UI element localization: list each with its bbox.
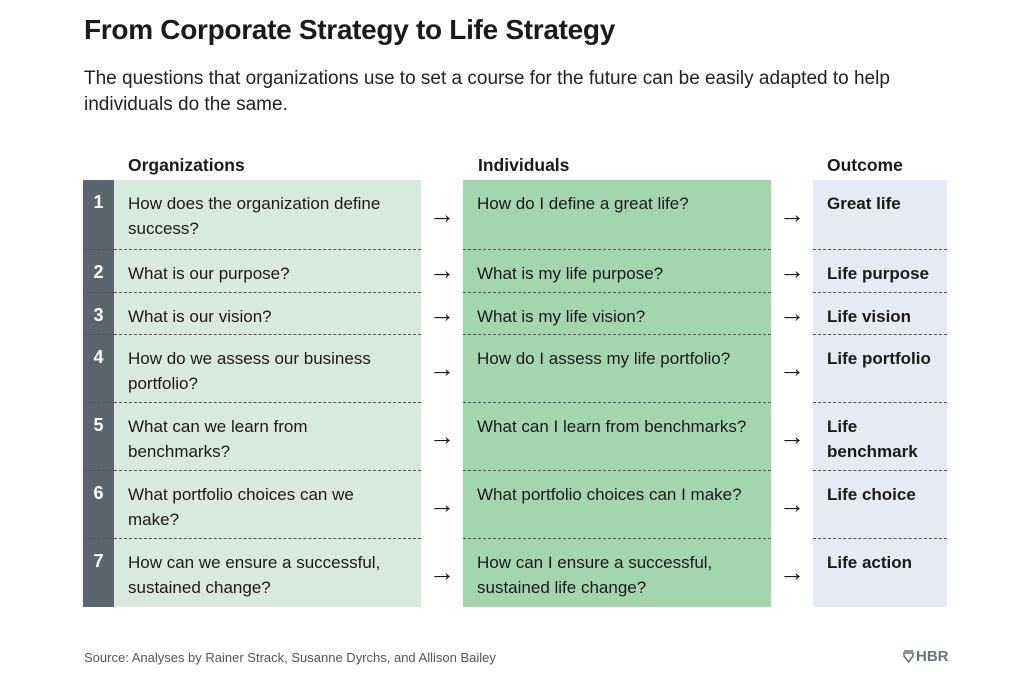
row-number: 5 — [83, 402, 114, 470]
source-note: Source: Analyses by Rainer Strack, Susan… — [84, 650, 496, 665]
arrow-icon: → — [429, 297, 455, 328]
individual-question: How do I define a great life? — [463, 180, 771, 249]
individual-question: What is my life vision? — [463, 292, 771, 334]
chart-title: From Corporate Strategy to Life Strategy — [84, 14, 615, 45]
subtitle: The questions that organizations use to … — [84, 68, 890, 115]
header-organizations: Organizations — [128, 155, 245, 175]
organization-question: How does the organization define success… — [114, 180, 421, 249]
arrow-icon: → — [429, 557, 455, 587]
outcome: Life portfolio — [813, 334, 947, 402]
outcome: Life choice — [813, 470, 947, 538]
outcome: Life vision — [813, 292, 947, 334]
table-row: 7 How can we ensure a successful, sustai… — [83, 538, 947, 607]
arrow-icon: → — [779, 297, 805, 328]
arrow-icon: → — [429, 199, 455, 229]
arrow-icon: → — [429, 255, 455, 285]
organization-question: How can we ensure a successful, sustaine… — [114, 538, 421, 607]
arrow-icon: → — [779, 255, 805, 285]
outcome: Great life — [813, 180, 947, 249]
arrow-icon: → — [779, 557, 805, 587]
logo-text: HBR — [916, 648, 949, 665]
individual-question: What can I learn from benchmarks? — [463, 402, 771, 470]
organization-question: What is our purpose? — [114, 249, 421, 292]
table-row: 5 What can we learn from benchmarks? → W… — [83, 402, 947, 470]
shield-icon — [903, 650, 914, 663]
table-row: 4 How do we assess our business portfoli… — [83, 334, 947, 402]
table-row: 1 How does the organization define succe… — [83, 180, 947, 249]
table-row: 3 What is our vision? → What is my life … — [83, 292, 947, 334]
row-number: 2 — [83, 249, 114, 292]
arrow-icon: → — [779, 199, 805, 229]
individual-question: What portfolio choices can I make? — [463, 470, 771, 538]
row-number: 3 — [83, 292, 114, 334]
arrow-icon: → — [429, 488, 455, 519]
table-row: 6 What portfolio choices can we make? → … — [83, 470, 947, 538]
table-row: 2 What is our purpose? → What is my life… — [83, 249, 947, 292]
outcome: Life benchmark — [813, 402, 947, 470]
header-outcome: Outcome — [827, 155, 903, 175]
individual-question: How do I assess my life portfolio? — [463, 334, 771, 402]
arrow-icon: → — [429, 352, 455, 383]
row-number: 4 — [83, 334, 114, 402]
row-number: 7 — [83, 538, 114, 607]
arrow-icon: → — [429, 420, 455, 451]
arrow-icon: → — [779, 420, 805, 451]
strategy-table: 1 How does the organization define succe… — [83, 180, 947, 607]
row-number: 6 — [83, 470, 114, 538]
arrow-icon: → — [779, 488, 805, 519]
organization-question: How do we assess our business portfolio? — [114, 334, 421, 402]
hbr-logo: HBR — [903, 648, 949, 665]
row-number: 1 — [83, 180, 114, 249]
organization-question: What portfolio choices can we make? — [114, 470, 421, 538]
arrow-icon: → — [779, 352, 805, 383]
organization-question: What is our vision? — [114, 292, 421, 334]
header-individuals: Individuals — [478, 155, 570, 175]
organization-question: What can we learn from benchmarks? — [114, 402, 421, 470]
outcome: Life action — [813, 538, 947, 607]
individual-question: What is my life purpose? — [463, 249, 771, 292]
individual-question: How can I ensure a successful, sustained… — [463, 538, 771, 607]
outcome: Life purpose — [813, 249, 947, 292]
